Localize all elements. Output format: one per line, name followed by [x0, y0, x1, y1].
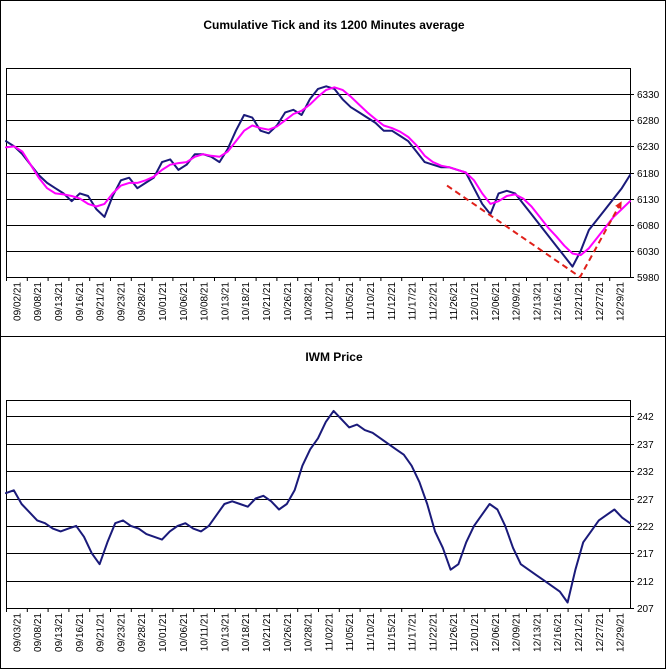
y-tick-label: 6080 — [637, 221, 660, 232]
x-tick-label: 12/29/21 — [616, 282, 627, 321]
x-tick-label: 10/13/21 — [220, 282, 231, 321]
x-tick-label: 12/29/21 — [616, 613, 627, 652]
y-tick-label: 6130 — [637, 195, 660, 206]
y-tick-label: 227 — [637, 495, 654, 506]
series-line — [5, 409, 631, 604]
x-tick-label: 09/08/21 — [33, 282, 44, 321]
x-tick-label: 11/10/21 — [366, 282, 377, 321]
chart-title: Cumulative Tick and its 1200 Minutes ave… — [203, 18, 465, 32]
x-tick-label: 10/21/21 — [262, 613, 273, 652]
x-tick-label: 11/15/21 — [387, 613, 398, 652]
y-tick-label: 217 — [637, 549, 654, 560]
x-tick-label: 12/01/21 — [470, 613, 481, 652]
x-tick-label: 09/02/21 — [12, 282, 23, 321]
chart-title: IWM Price — [305, 350, 363, 364]
x-tick-label: 12/27/21 — [595, 282, 606, 321]
y-tick-label: 222 — [637, 522, 654, 533]
trend-line — [446, 184, 623, 279]
x-tick-label: 09/13/21 — [54, 613, 65, 652]
y-tick-label: 5980 — [637, 273, 660, 284]
x-tick-label: 11/05/21 — [345, 613, 356, 652]
x-tick-label: 12/06/21 — [491, 613, 502, 652]
x-tick-label: 09/03/21 — [12, 613, 23, 652]
x-tick-label: 10/26/21 — [283, 282, 294, 321]
x-tick-label: 12/16/21 — [553, 613, 564, 652]
x-tick-label: 09/23/21 — [116, 613, 127, 652]
x-tick-label: 11/26/21 — [449, 282, 460, 321]
x-tick-label: 12/16/21 — [553, 282, 564, 321]
x-tick-label: 10/21/21 — [262, 282, 273, 321]
y-tick-label: 6230 — [637, 142, 660, 153]
x-tick-label: 12/27/21 — [595, 613, 606, 652]
x-tick-label: 10/01/21 — [158, 282, 169, 321]
x-tick-label: 10/06/21 — [179, 282, 190, 321]
x-tick-label: 09/21/21 — [96, 282, 107, 321]
x-tick-label: 09/16/21 — [75, 613, 86, 652]
x-tick-label: 12/01/21 — [470, 282, 481, 321]
x-tick-label: 09/28/21 — [137, 613, 148, 652]
x-tick-label: 09/13/21 — [54, 282, 65, 321]
y-tick-label: 232 — [637, 467, 654, 478]
cumulative-tick-panel: Cumulative Tick and its 1200 Minutes ave… — [5, 18, 660, 321]
x-tick-label: 12/13/21 — [532, 282, 543, 321]
x-tick-label: 09/16/21 — [75, 282, 86, 321]
y-tick-label: 6330 — [637, 90, 660, 101]
x-tick-label: 10/06/21 — [179, 613, 190, 652]
x-tick-label: 10/11/21 — [200, 613, 211, 652]
x-tick-label: 10/28/21 — [304, 282, 315, 321]
y-tick-label: 242 — [637, 412, 654, 423]
x-tick-label: 10/01/21 — [158, 613, 169, 652]
x-tick-label: 12/13/21 — [532, 613, 543, 652]
x-tick-label: 09/21/21 — [96, 613, 107, 652]
x-tick-label: 10/26/21 — [283, 613, 294, 652]
x-tick-label: 11/26/21 — [449, 613, 460, 652]
x-tick-label: 11/22/21 — [428, 613, 439, 652]
series-line — [5, 85, 631, 268]
x-tick-label: 12/21/21 — [574, 613, 585, 652]
x-tick-label: 09/28/21 — [137, 282, 148, 321]
x-tick-label: 10/08/21 — [200, 282, 211, 321]
x-tick-label: 12/09/21 — [512, 613, 523, 652]
x-tick-label: 12/09/21 — [512, 282, 523, 321]
y-tick-label: 212 — [637, 577, 654, 588]
y-tick-label: 237 — [637, 440, 654, 451]
average-line — [5, 86, 631, 257]
x-tick-label: 11/10/21 — [366, 613, 377, 652]
x-tick-label: 09/08/21 — [33, 613, 44, 652]
x-tick-label: 11/02/21 — [324, 282, 335, 321]
x-tick-label: 11/17/21 — [408, 613, 419, 652]
y-tick-label: 6180 — [637, 169, 660, 180]
x-tick-label: 10/18/21 — [241, 613, 252, 652]
x-tick-label: 09/23/21 — [116, 282, 127, 321]
x-tick-label: 11/17/21 — [408, 282, 419, 321]
x-tick-label: 10/28/21 — [304, 613, 315, 652]
trend-arrowhead — [615, 201, 622, 210]
y-tick-label: 6030 — [637, 247, 660, 258]
iwm-price-panel: IWM Price 207 212 217 222 227 232 237 242 09/03/… — [5, 350, 654, 652]
x-tick-label: 12/06/21 — [491, 282, 502, 321]
x-tick-label: 10/18/21 — [241, 282, 252, 321]
y-tick-label: 207 — [637, 604, 654, 615]
x-tick-label: 11/02/21 — [324, 613, 335, 652]
x-tick-label: 10/13/21 — [220, 613, 231, 652]
x-tick-label: 12/21/21 — [574, 282, 585, 321]
x-tick-label: 11/05/21 — [345, 282, 356, 321]
x-tick-label: 11/12/21 — [387, 282, 398, 321]
y-tick-label: 6280 — [637, 116, 660, 127]
x-tick-label: 11/22/21 — [428, 282, 439, 321]
